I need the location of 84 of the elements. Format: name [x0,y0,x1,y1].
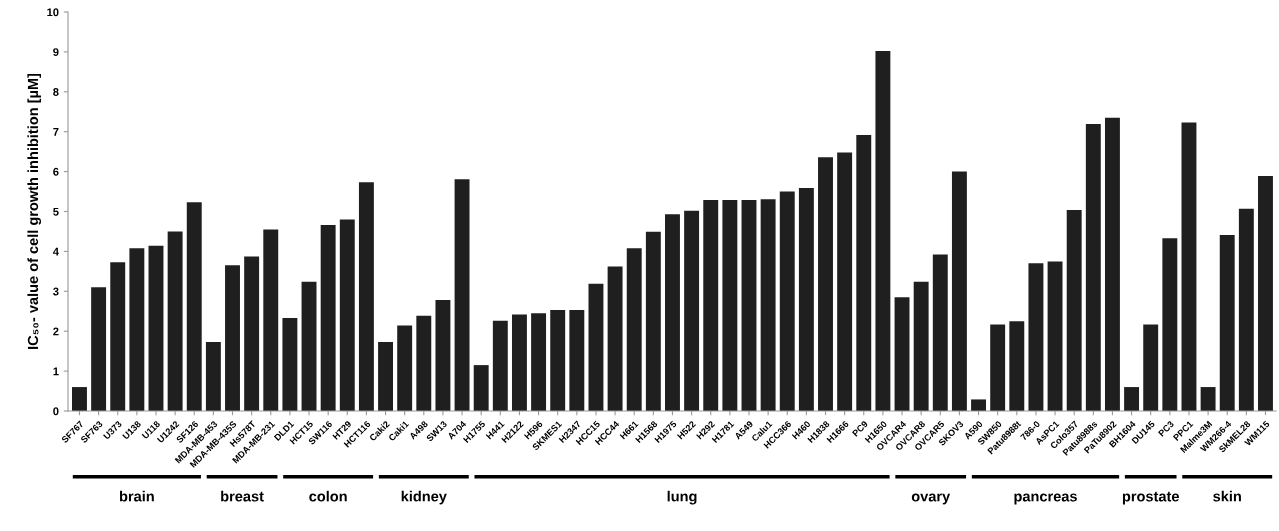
bar [971,399,986,411]
bar [110,262,126,411]
bar [588,283,604,411]
bar [244,256,260,411]
bar [72,387,87,411]
bar [1085,124,1101,411]
bar [378,341,393,411]
text: kidney [401,490,447,505]
bar [339,219,355,411]
bar [550,310,566,411]
bar [263,229,279,411]
bar [741,199,757,411]
bar [913,281,929,411]
bar [1200,387,1216,411]
bar [473,365,489,411]
bar [684,210,700,411]
y-tick-label: 4 [52,247,59,256]
bar [1066,209,1082,411]
bar [569,310,585,411]
bar [1219,235,1235,411]
bar [454,179,470,411]
bar [320,225,336,411]
bar [1162,238,1178,411]
bar [894,297,910,411]
bar [665,214,680,411]
text: brain [120,490,154,502]
bar [837,152,853,411]
bar [148,245,164,411]
bar [779,191,795,411]
y-tick-label: 0 [53,407,59,416]
bar [1124,387,1140,411]
bar [282,318,298,411]
bar [1104,117,1120,411]
y-tick-label: 8 [53,88,59,96]
y-tick-label: 3 [53,287,59,296]
bar [760,199,776,411]
bar [1238,208,1254,411]
y-tick-label: 9 [53,48,59,57]
bar [626,248,642,411]
bar [703,199,719,411]
bar [492,320,508,411]
y-tick-label: 5 [53,207,59,216]
y-tick-label: 6 [53,167,59,176]
bar [932,254,948,411]
bar [1143,324,1159,411]
y-tick-label: 1 [53,367,59,376]
bar [1009,321,1025,411]
y-tick-label: 2 [53,327,59,336]
bar [205,341,221,411]
text: skin [1213,490,1241,502]
y-tick-label: 7 [53,128,59,136]
y-axis-title: IC₅₀- value of cell growth inhibition [µM] [27,73,42,349]
text: prostate [1122,491,1179,505]
bar [531,313,547,411]
bar [435,300,451,411]
bar [511,314,527,411]
bar [129,248,145,411]
bar [990,324,1006,411]
bar [1028,263,1044,411]
bar [856,134,872,411]
bar [1047,261,1063,411]
bar [875,51,891,411]
bar [225,265,240,411]
bar [186,202,202,411]
bar [301,281,317,411]
bar [818,157,833,411]
bar [416,315,432,411]
bar [798,187,814,411]
y-tick-label: 10 [47,8,59,17]
bar [645,231,661,411]
bar [951,171,967,411]
text: ovary [911,493,951,505]
bar [1258,175,1273,411]
bar [1181,122,1197,411]
text: breast [221,490,264,502]
text: pancreas [1014,493,1077,505]
bar [358,182,374,411]
bar [397,325,413,411]
bar [91,287,107,411]
bar [607,266,623,411]
text: colon [309,490,347,502]
bar [167,231,183,411]
text: lung [667,490,697,505]
bar [722,199,738,411]
